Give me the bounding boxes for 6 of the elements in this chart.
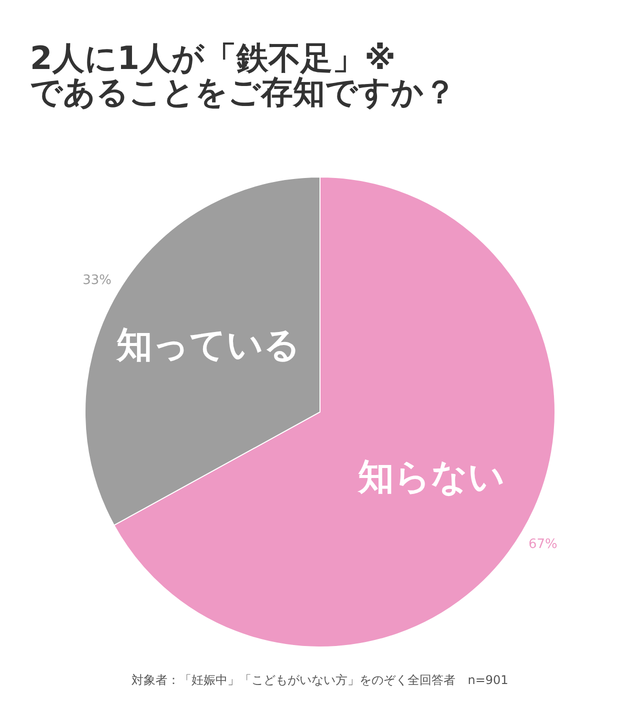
slice-label: 知らない — [356, 456, 505, 498]
text: 対象者：「妊娠中」「こどもがいない方」をのぞく全回答者 n=901 — [132, 673, 508, 687]
slice-label: 知っている — [116, 325, 301, 366]
data-label: 33% — [82, 273, 112, 288]
data-label: 67% — [528, 536, 558, 552]
chart-title: 2人に1人が「鉄不足」※ であることをご存知ですか？ — [30, 39, 456, 111]
